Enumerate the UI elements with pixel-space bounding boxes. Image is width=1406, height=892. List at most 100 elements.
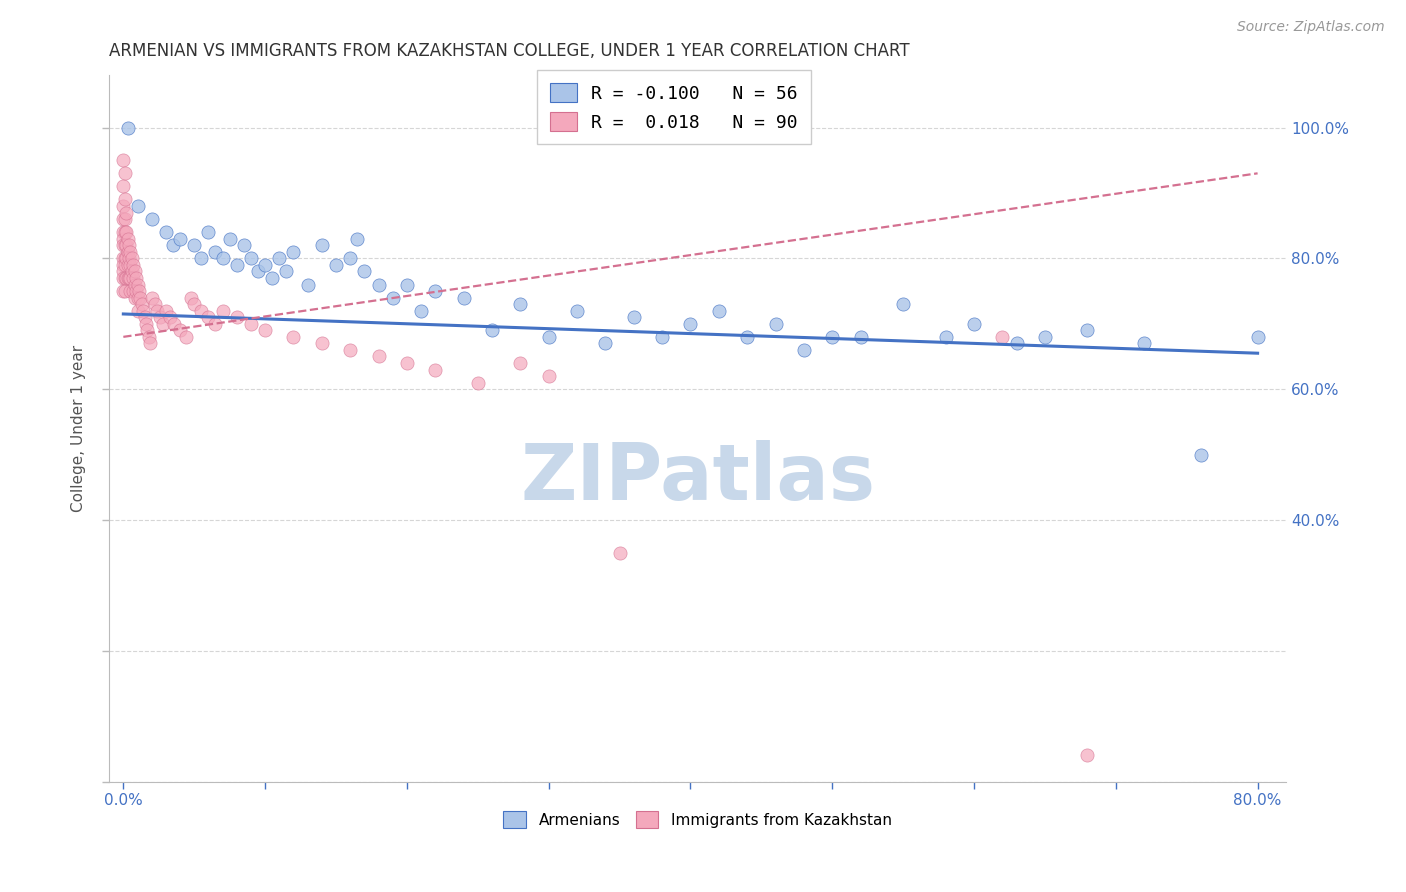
- Point: [1246, 330, 1268, 344]
- Point: [152, 317, 174, 331]
- Point: [1189, 448, 1212, 462]
- Point: [149, 310, 172, 325]
- Point: [115, 205, 138, 219]
- Point: [114, 193, 136, 207]
- Point: [269, 252, 291, 266]
- Point: [1005, 336, 1028, 351]
- Point: [115, 271, 138, 285]
- Point: [169, 232, 191, 246]
- Point: [197, 225, 219, 239]
- Point: [162, 238, 184, 252]
- Point: [118, 252, 141, 266]
- Point: [609, 546, 631, 560]
- Point: [225, 258, 247, 272]
- Point: [118, 238, 141, 252]
- Point: [204, 317, 226, 331]
- Point: [163, 317, 186, 331]
- Point: [254, 258, 277, 272]
- Point: [311, 336, 333, 351]
- Point: [114, 166, 136, 180]
- Point: [1133, 336, 1156, 351]
- Point: [339, 252, 361, 266]
- Point: [112, 264, 135, 278]
- Point: [122, 258, 145, 272]
- Point: [155, 303, 177, 318]
- Point: [1076, 748, 1098, 763]
- Point: [395, 277, 418, 292]
- Point: [225, 310, 247, 325]
- Point: [935, 330, 957, 344]
- Point: [135, 317, 157, 331]
- Point: [1033, 330, 1056, 344]
- Point: [565, 303, 588, 318]
- Point: [963, 317, 986, 331]
- Point: [115, 238, 138, 252]
- Point: [124, 264, 146, 278]
- Point: [190, 252, 212, 266]
- Point: [122, 271, 145, 285]
- Point: [849, 330, 872, 344]
- Point: [146, 303, 169, 318]
- Point: [120, 244, 142, 259]
- Point: [125, 284, 148, 298]
- Point: [180, 291, 202, 305]
- Text: ARMENIAN VS IMMIGRANTS FROM KAZAKHSTAN COLLEGE, UNDER 1 YEAR CORRELATION CHART: ARMENIAN VS IMMIGRANTS FROM KAZAKHSTAN C…: [110, 42, 910, 60]
- Point: [112, 225, 135, 239]
- Point: [765, 317, 787, 331]
- Point: [283, 330, 305, 344]
- Point: [139, 336, 162, 351]
- Point: [112, 153, 135, 168]
- Point: [283, 244, 305, 259]
- Point: [174, 330, 197, 344]
- Point: [537, 330, 560, 344]
- Point: [114, 212, 136, 227]
- Point: [129, 291, 152, 305]
- Point: [117, 258, 139, 272]
- Point: [138, 330, 160, 344]
- Point: [143, 297, 166, 311]
- Point: [127, 303, 149, 318]
- Point: [254, 323, 277, 337]
- Point: [297, 277, 319, 292]
- Point: [325, 258, 347, 272]
- Point: [991, 330, 1014, 344]
- Point: [121, 252, 143, 266]
- Point: [367, 350, 389, 364]
- Point: [127, 291, 149, 305]
- Point: [128, 284, 150, 298]
- Point: [122, 284, 145, 298]
- Point: [183, 238, 205, 252]
- Text: ZIPatlas: ZIPatlas: [520, 440, 875, 516]
- Point: [197, 310, 219, 325]
- Point: [114, 252, 136, 266]
- Point: [117, 271, 139, 285]
- Point: [112, 232, 135, 246]
- Point: [112, 258, 135, 272]
- Point: [353, 264, 375, 278]
- Point: [623, 310, 645, 325]
- Point: [112, 212, 135, 227]
- Point: [155, 225, 177, 239]
- Point: [239, 252, 262, 266]
- Point: [112, 179, 135, 194]
- Point: [124, 277, 146, 292]
- Point: [821, 330, 844, 344]
- Point: [112, 271, 135, 285]
- Point: [114, 271, 136, 285]
- Point: [395, 356, 418, 370]
- Point: [232, 238, 254, 252]
- Point: [115, 252, 138, 266]
- Point: [595, 336, 617, 351]
- Point: [679, 317, 702, 331]
- Point: [114, 258, 136, 272]
- Point: [132, 303, 155, 318]
- Point: [735, 330, 758, 344]
- Point: [707, 303, 730, 318]
- Point: [141, 212, 163, 227]
- Point: [276, 264, 298, 278]
- Point: [425, 362, 447, 376]
- Point: [409, 303, 432, 318]
- Point: [262, 271, 284, 285]
- Point: [117, 232, 139, 246]
- Point: [114, 284, 136, 298]
